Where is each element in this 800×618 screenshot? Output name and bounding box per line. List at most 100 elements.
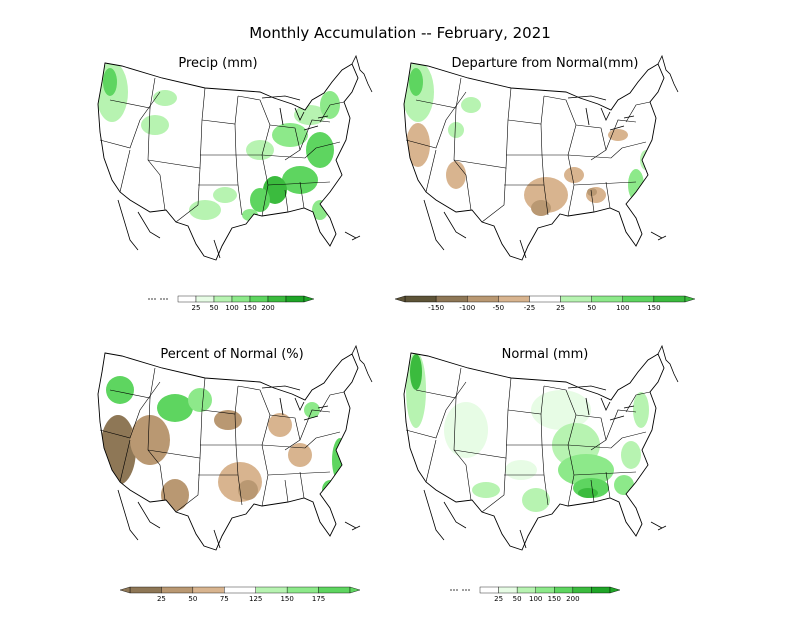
legend-swatch	[195, 295, 215, 303]
legend-swatch	[467, 295, 499, 303]
legend-tick-label: -50	[493, 304, 504, 312]
shade-region	[587, 188, 597, 196]
panel-title: Departure from Normal(mm)	[452, 56, 639, 71]
legend-swatch	[129, 586, 162, 594]
legend-tick-label: 100	[616, 304, 629, 312]
shade-region	[213, 187, 237, 203]
shade-region	[157, 394, 193, 422]
shade-region	[628, 169, 644, 201]
legend-tick-label: 200	[261, 304, 274, 312]
us-outline	[403, 62, 665, 261]
legend-swatch	[529, 295, 561, 303]
legend-swatch	[554, 586, 574, 594]
legend-tick-label: 100	[529, 595, 542, 603]
legend-swatch	[177, 295, 197, 303]
legend-tick-label: -25	[524, 304, 535, 312]
legend-arrow-right	[684, 295, 696, 303]
us-map	[403, 55, 679, 261]
legend-swatch	[591, 295, 623, 303]
shade-region	[633, 392, 649, 428]
us-map	[97, 345, 373, 551]
shade-region	[282, 166, 318, 194]
legend-swatch	[622, 295, 655, 303]
shade-region	[522, 488, 550, 512]
legend-swatch	[255, 586, 288, 594]
legend-tick-label: 50	[587, 304, 596, 312]
legend-swatch	[435, 295, 468, 303]
legend-tick-label: 150	[647, 304, 660, 312]
legend-swatch	[572, 586, 592, 594]
legend-tick-label: 25	[192, 304, 201, 312]
legend-swatch	[192, 586, 225, 594]
normal-map-panel: Normal (mm) 25 50 100 150 200	[403, 345, 679, 603]
shade-region	[322, 480, 338, 500]
departure-map-panel: Departure from Normal(mm) -150 -100 -50 -25 2…	[394, 55, 696, 312]
legend-swatch	[318, 586, 351, 594]
color-legend: 25 50 100 150 200	[148, 295, 315, 312]
legend-swatch	[498, 586, 518, 594]
great-lakes	[567, 95, 635, 131]
shade-region	[448, 122, 464, 138]
shade-region	[272, 123, 308, 147]
legend-arrow-right	[303, 295, 315, 303]
shade-region	[409, 68, 423, 96]
shade-region	[531, 390, 591, 430]
legend-arrow-left	[119, 586, 131, 594]
shade-region	[161, 479, 189, 511]
legend-tick-label: 75	[220, 595, 229, 603]
shade-region	[141, 115, 169, 135]
shade-region	[608, 129, 628, 141]
shade-region	[461, 97, 481, 113]
us-map	[97, 55, 373, 261]
shade-region	[106, 376, 134, 404]
legend-tick-label: 25	[157, 595, 166, 603]
legend-swatch	[404, 295, 437, 303]
map-shading	[98, 63, 340, 221]
legend-tick-label: 25	[494, 595, 503, 603]
shade-region	[472, 482, 500, 498]
main-title: Monthly Accumulation -- February, 2021	[249, 24, 551, 42]
shade-region	[153, 90, 177, 106]
legend-swatch	[286, 586, 319, 594]
legend-swatch	[479, 586, 499, 594]
color-legend: 25 50 100 150 200	[450, 586, 621, 603]
shade-region	[558, 454, 614, 486]
shade-region	[189, 200, 221, 220]
legend-swatch	[285, 295, 305, 303]
color-legend: 25 50 75 125 150 175	[119, 586, 361, 603]
legend-tick-label: 175	[312, 595, 325, 603]
legend-tick-label: 150	[243, 304, 256, 312]
legend-tick-label: 125	[249, 595, 262, 603]
legend-swatch	[560, 295, 592, 303]
us-map	[403, 345, 679, 551]
legend-swatch	[249, 295, 269, 303]
shade-region	[614, 475, 634, 495]
legend-swatch	[267, 295, 287, 303]
legend-swatch	[516, 586, 536, 594]
legend-arrow-right	[349, 586, 361, 594]
shade-region	[531, 200, 551, 216]
legend-tick-label: -100	[459, 304, 475, 312]
legend-tick-label: 50	[210, 304, 219, 312]
shade-region	[238, 480, 258, 500]
legend-tick-label: 25	[556, 304, 565, 312]
percent-of-normal-map-panel: Percent of Normal (%) 25 50 75 125 150 175	[97, 345, 373, 603]
shade-region	[406, 123, 430, 167]
precip-map-panel: Precip (mm) 25 50 100 150 200	[97, 55, 373, 312]
map-shading	[406, 353, 649, 512]
shade-region	[446, 161, 466, 189]
panel-title: Normal (mm)	[502, 347, 589, 362]
shade-region	[130, 415, 170, 465]
legend-tick-label: 50	[188, 595, 197, 603]
shade-region	[246, 140, 274, 160]
legend-tick-label: 200	[566, 595, 579, 603]
color-legend: -150 -100 -50 -25 25 50 100 150	[394, 295, 696, 312]
shade-region	[564, 167, 584, 183]
legend-swatch	[213, 295, 233, 303]
panel-title: Precip (mm)	[178, 56, 257, 71]
legend-tick-label: -150	[428, 304, 444, 312]
legend-swatch	[535, 586, 555, 594]
legend-arrow-right	[609, 586, 621, 594]
legend-tick-label: 50	[513, 595, 522, 603]
